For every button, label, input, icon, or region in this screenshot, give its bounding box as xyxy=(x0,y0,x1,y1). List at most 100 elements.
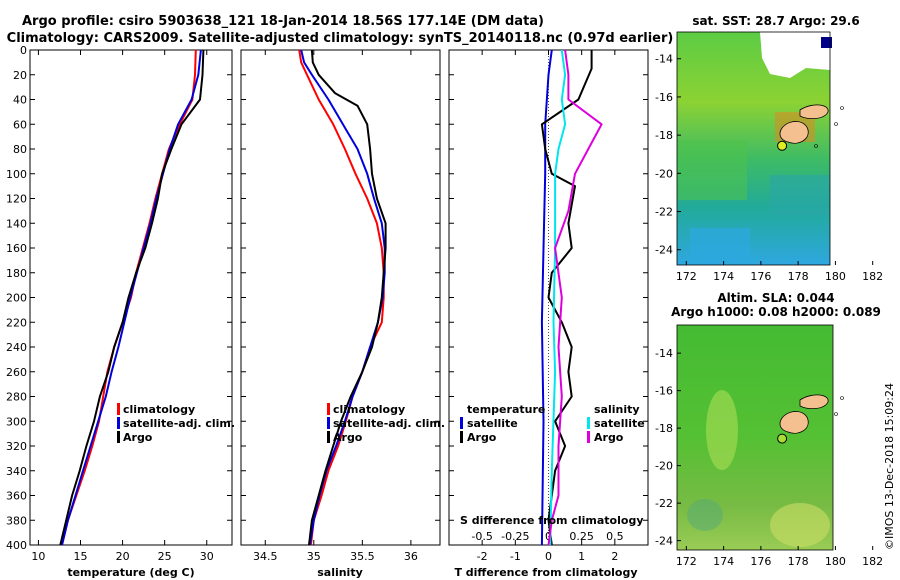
temperature-lines xyxy=(59,49,205,546)
x-tick-label: 0 xyxy=(545,550,552,563)
temperature-xlabel: temperature (deg C) xyxy=(67,566,194,579)
map-x-tick-label: 176 xyxy=(750,555,771,568)
salinity-axes xyxy=(240,49,441,546)
map-x-tick-label: 174 xyxy=(713,555,734,568)
y-tick-label: 320 xyxy=(6,440,27,453)
salinity-panel: 34.5 35 35.5 36 salinity climatology satell… xyxy=(240,49,445,579)
sla-anomaly xyxy=(687,499,723,531)
legend-label-argo: Argo xyxy=(333,431,363,444)
salinity-xlabel: salinity xyxy=(317,566,363,579)
sst-frame xyxy=(676,31,831,266)
x-tick-label: 15 xyxy=(74,550,88,563)
legend-label-argo: Argo xyxy=(123,431,153,444)
x-tick-label: 30 xyxy=(200,550,214,563)
x-tick-label: 1 xyxy=(578,550,585,563)
series-line-argo xyxy=(59,49,205,546)
series-line-salinity-argo xyxy=(547,49,603,546)
sst-patch xyxy=(677,140,747,200)
salinity-ticks: 34.5 35 35.5 36 xyxy=(241,49,440,563)
x-tick-label: 35 xyxy=(307,550,321,563)
legend-swatch-argo xyxy=(117,431,120,443)
legend-swatch-salinity-argo xyxy=(587,431,590,443)
legend-swatch-temperature-argo xyxy=(460,431,463,443)
secondary-x-tick-label: 0.25 xyxy=(569,530,594,543)
y-tick-label: 380 xyxy=(6,514,27,527)
x-tick-label: 35.5 xyxy=(350,550,375,563)
legend-swatch-climatology xyxy=(117,403,120,415)
temperature-panel: 0 20 40 60 80 100 120 140 160 180 200 220 240 260 280 3… xyxy=(6,44,235,579)
title-line-1: Argo profile: csiro 5903638_121 18-Jan-2… xyxy=(22,14,544,29)
watermark: ©IMOS 13-Dec-2018 15:09:24 xyxy=(883,383,896,550)
y-tick-label: 340 xyxy=(6,465,27,478)
argo-position-marker xyxy=(777,433,788,444)
y-tick-label: 120 xyxy=(6,193,27,206)
temperature-difference-xlabel: T difference from climatology xyxy=(454,566,637,579)
map-y-tick-label: -22 xyxy=(655,206,673,219)
legend-swatch-climatology xyxy=(327,403,330,415)
temperature-legend: climatology satellite-adj. clim. Argo xyxy=(117,403,235,444)
series-line-argo xyxy=(308,49,387,546)
map-y-tick-label: -14 xyxy=(655,347,673,360)
legend-label-salinity-argo: Argo xyxy=(594,431,624,444)
y-tick-label: 180 xyxy=(6,267,27,280)
map-x-tick-label: 172 xyxy=(676,270,697,283)
y-tick-label: 200 xyxy=(6,292,27,305)
legend-swatch-argo xyxy=(327,431,330,443)
map-x-tick-label: 178 xyxy=(788,555,809,568)
salinity-difference-label: S difference from climatology xyxy=(460,514,644,527)
legend-swatch-satellite xyxy=(327,417,330,429)
title-line-2: Climatology: CARS2009. Satellite-adjuste… xyxy=(7,31,674,46)
sla-map-subtitle: Argo h1000: 0.08 h2000: 0.089 xyxy=(671,305,881,319)
legend-swatch-temperature-satellite xyxy=(460,417,463,429)
map-x-tick-label: 180 xyxy=(825,555,846,568)
map-y-tick-label: -18 xyxy=(655,422,673,435)
x-tick-label: 2 xyxy=(611,550,618,563)
map-y-tick-label: -20 xyxy=(655,460,673,473)
x-tick-label: -1 xyxy=(510,550,521,563)
sst-patch xyxy=(690,228,750,265)
temperature-ticks: 0 20 40 60 80 100 120 140 160 180 200 220 240 260 280 3… xyxy=(6,44,232,563)
sst-ticks: 172 174 176 178 180 182 -14 -16 -18 -20 -22 -24 xyxy=(655,53,883,283)
y-tick-label: 280 xyxy=(6,391,27,404)
map-y-tick-label: -16 xyxy=(655,91,673,104)
map-y-tick-label: -18 xyxy=(655,129,673,142)
map-y-tick-label: -20 xyxy=(655,167,673,180)
x-tick-label: -2 xyxy=(477,550,488,563)
secondary-x-tick-label: -0.5 xyxy=(471,530,492,543)
series-line-satellite-adj-clim- xyxy=(61,49,202,546)
difference-legend: temperature satellite Argo salinity sate… xyxy=(460,403,645,444)
difference-lines xyxy=(540,49,603,546)
legend-label-temperature-satellite: satellite xyxy=(467,417,518,430)
legend-label-temperature-argo: Argo xyxy=(467,431,497,444)
secondary-x-tick-label: 0.5 xyxy=(606,530,624,543)
y-tick-label: 300 xyxy=(6,415,27,428)
y-tick-label: 160 xyxy=(6,242,27,255)
map-y-tick-label: -16 xyxy=(655,385,673,398)
map-y-tick-label: -24 xyxy=(655,535,673,548)
map-y-tick-label: -22 xyxy=(655,497,673,510)
y-tick-label: 60 xyxy=(13,118,27,131)
x-tick-label: 34.5 xyxy=(253,550,278,563)
fiji-islands xyxy=(779,104,844,148)
legend-label-salinity-satellite: satellite xyxy=(594,417,645,430)
difference-panel: -2 -1 0 1 2 -0.5 -0.25 0 0.25 0.5 S difference fr… xyxy=(448,49,649,579)
y-tick-label: 100 xyxy=(6,168,27,181)
map-x-tick-label: 180 xyxy=(825,270,846,283)
y-tick-label: 0 xyxy=(20,44,27,57)
map-x-tick-label: 182 xyxy=(862,555,883,568)
y-tick-label: 240 xyxy=(6,341,27,354)
x-tick-label: 20 xyxy=(116,550,130,563)
legend-swatch-salinity-satellite xyxy=(587,417,590,429)
y-tick-label: 400 xyxy=(6,539,27,552)
sla-frame xyxy=(676,324,834,551)
x-tick-label: 36 xyxy=(404,550,418,563)
sst-map-title: sat. SST: 28.7 Argo: 29.6 xyxy=(692,14,859,28)
legend-label-satellite: satellite-adj. clim. xyxy=(123,417,235,430)
map-x-tick-label: 172 xyxy=(676,555,697,568)
sst-patch xyxy=(770,175,830,215)
y-tick-label: 220 xyxy=(6,316,27,329)
y-tick-label: 20 xyxy=(13,69,27,82)
y-tick-label: 80 xyxy=(13,143,27,156)
legend-title-salinity: salinity xyxy=(594,403,640,416)
argo-position-marker xyxy=(777,140,788,151)
